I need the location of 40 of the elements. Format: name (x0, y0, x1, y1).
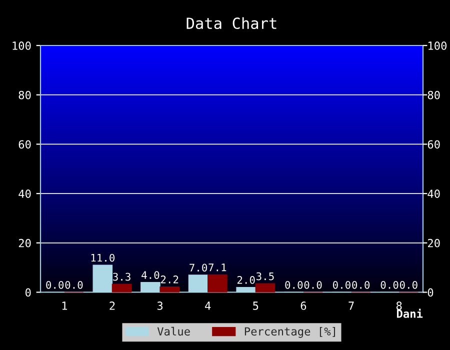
y-tick-label: 80 (18, 90, 31, 100)
data-label: 0.0 (46, 280, 64, 289)
x-tick-label: 6 (300, 302, 306, 310)
x-tick-label: 5 (253, 302, 258, 310)
y2-tick-label: 40 (428, 190, 440, 198)
data-label: 4.0 (142, 271, 160, 279)
x-tick-label: 2 (110, 302, 115, 310)
data-label: 0.0 (65, 280, 83, 289)
data-label: 3.3 (113, 272, 130, 281)
x-axis-title: Dani (396, 308, 423, 318)
legend-label: Percentage [%] (244, 326, 336, 338)
chart-title: Data Chart (186, 17, 276, 30)
data-label: 7.1 (208, 264, 226, 272)
data-label: 0.0 (400, 280, 418, 289)
y2-tick-label: 20 (428, 238, 440, 248)
legend-label: Value (157, 326, 190, 336)
y-tick-label: 0 (26, 288, 31, 297)
x-tick-label: 1 (62, 302, 67, 310)
data-label: 0.0 (352, 280, 370, 289)
y2-tick-label: 0 (428, 288, 434, 297)
y-tick-label: 100 (12, 42, 31, 50)
y-tick-label: 40 (18, 190, 31, 198)
data-label: 7.0 (190, 264, 208, 272)
data-label: 2.0 (237, 276, 255, 284)
y-tick-label: 60 (18, 140, 31, 149)
data-label: 0.0 (285, 280, 303, 289)
data-label: 11.0 (91, 254, 115, 262)
data-label: 3.5 (256, 272, 274, 280)
y2-tick-label: 80 (428, 90, 440, 100)
x-tick-label: 8 (396, 302, 402, 310)
x-tick-label: 7 (348, 302, 354, 310)
data-label: 0.0 (380, 280, 398, 289)
data-label: 2.2 (160, 276, 178, 284)
x-tick-label: 4 (205, 302, 211, 310)
data-label: 0.0 (304, 280, 322, 289)
y2-tick-label: 60 (428, 140, 440, 149)
y-tick-label: 20 (18, 238, 31, 248)
data-label: 0.0 (332, 280, 350, 289)
x-tick-label: 3 (157, 302, 163, 310)
y2-tick-label: 100 (428, 42, 447, 50)
